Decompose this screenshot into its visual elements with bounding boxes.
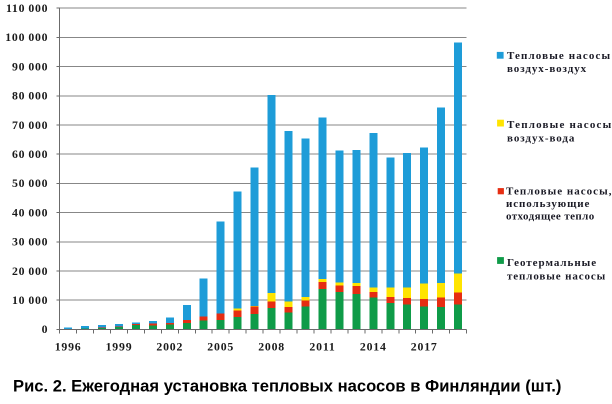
svg-text:Тепловые насосы,: Тепловые насосы, xyxy=(506,186,612,198)
svg-text:70 000: 70 000 xyxy=(12,118,48,132)
svg-text:Геотермальные: Геотермальные xyxy=(507,257,597,269)
svg-text:0: 0 xyxy=(42,322,49,336)
svg-text:20 000: 20 000 xyxy=(12,264,48,278)
svg-text:60 000: 60 000 xyxy=(12,147,48,161)
svg-text:10 000: 10 000 xyxy=(12,293,48,307)
svg-text:2014: 2014 xyxy=(360,340,387,354)
svg-text:2008: 2008 xyxy=(258,340,285,354)
svg-text:100 000: 100 000 xyxy=(5,30,48,44)
svg-text:2011: 2011 xyxy=(309,340,335,354)
svg-text:Тепловые насосы: Тепловые насосы xyxy=(507,119,612,131)
svg-text:2002: 2002 xyxy=(156,340,183,354)
svg-text:тепловые насосы: тепловые насосы xyxy=(507,270,606,282)
svg-text:использующие: использующие xyxy=(506,198,590,210)
svg-text:2005: 2005 xyxy=(207,340,234,354)
svg-text:40 000: 40 000 xyxy=(12,205,48,219)
svg-text:90 000: 90 000 xyxy=(12,59,48,73)
svg-text:Тепловые насосы: Тепловые насосы xyxy=(507,50,611,62)
svg-text:1996: 1996 xyxy=(55,340,82,354)
svg-text:Рис. 2. Ежегодная установка те: Рис. 2. Ежегодная установка тепловых нас… xyxy=(13,377,561,396)
svg-text:воздух-воздух: воздух-воздух xyxy=(507,63,587,75)
svg-text:80 000: 80 000 xyxy=(12,89,48,103)
svg-text:50 000: 50 000 xyxy=(12,176,48,190)
svg-text:1999: 1999 xyxy=(106,340,133,354)
svg-text:30 000: 30 000 xyxy=(12,235,48,249)
svg-text:отходящее тепло: отходящее тепло xyxy=(506,210,595,222)
svg-text:2017: 2017 xyxy=(411,340,438,354)
svg-text:воздух-вода: воздух-вода xyxy=(507,132,575,144)
svg-text:110 000: 110 000 xyxy=(6,1,48,15)
